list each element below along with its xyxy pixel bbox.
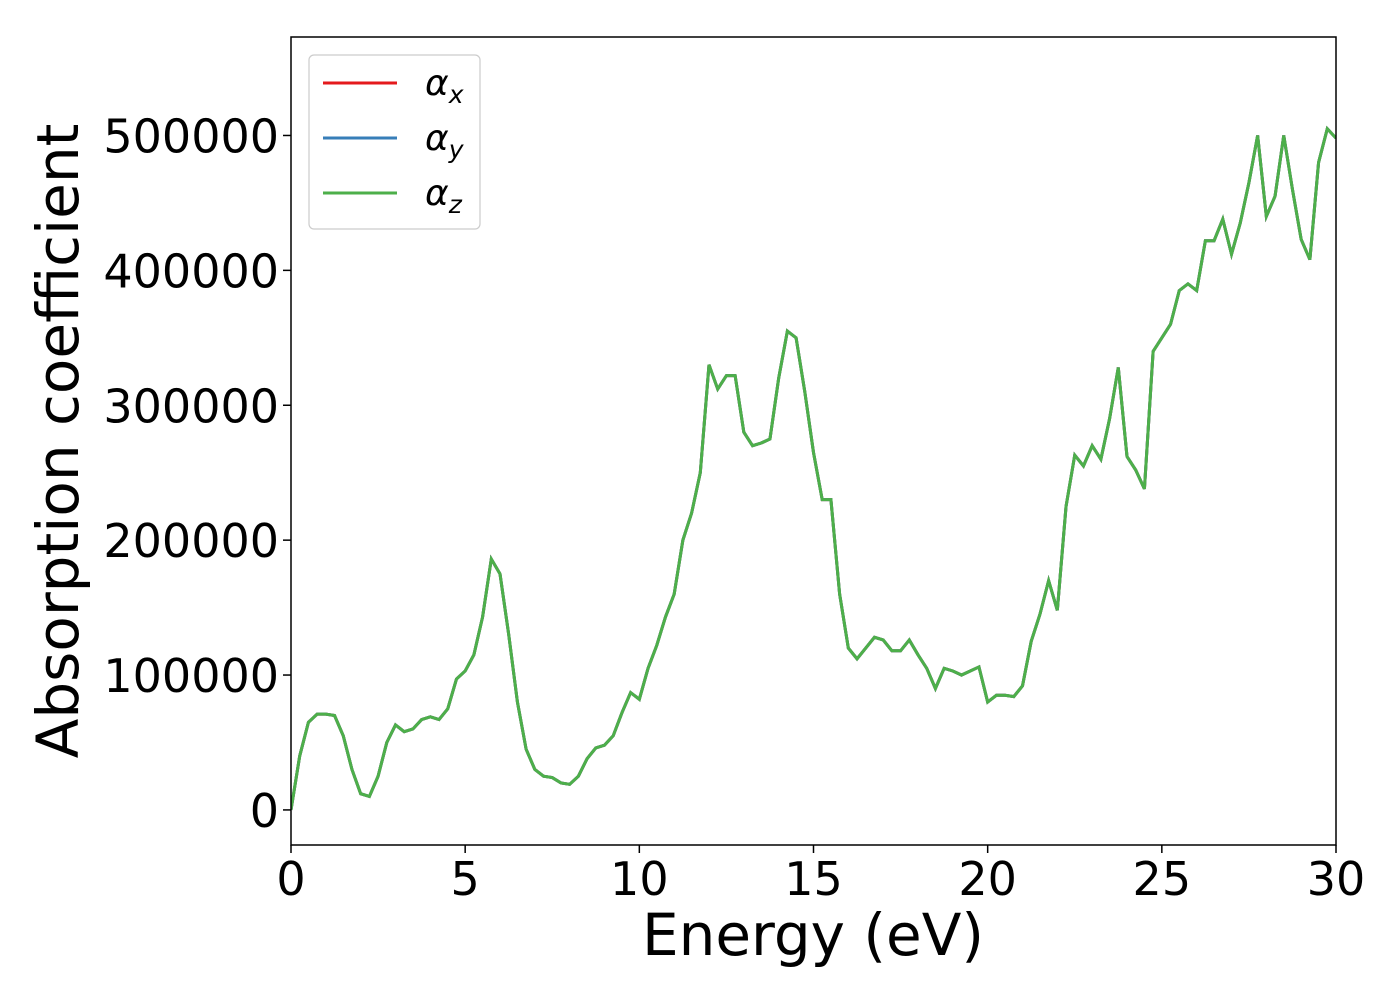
legend-label: αx [425, 63, 464, 109]
x-axis-label: Energy (eV) [642, 901, 984, 969]
y-tick-label: 400000 [103, 244, 279, 298]
y-tick-label: 500000 [103, 109, 279, 163]
legend-box [308, 54, 481, 230]
y-axis-label: Absorption coefficient [24, 124, 92, 759]
legend-label: αz [425, 173, 463, 219]
y-tick-label: 100000 [103, 649, 279, 703]
y-tick-label: 0 [250, 784, 279, 838]
data-line [291, 125, 1336, 811]
x-tick-label: 15 [784, 852, 843, 906]
x-tick-label: 0 [276, 852, 305, 906]
x-tick-label: 30 [1307, 852, 1366, 906]
legend-label: αy [425, 118, 465, 164]
x-tick-label: 20 [958, 852, 1017, 906]
plot-frame [290, 36, 1337, 846]
y-tick-label: 200000 [103, 514, 279, 568]
y-tick-label: 300000 [103, 379, 279, 433]
x-tick-label: 5 [451, 852, 480, 906]
x-tick-label: 10 [610, 852, 669, 906]
x-tick-label: 25 [1133, 852, 1192, 906]
